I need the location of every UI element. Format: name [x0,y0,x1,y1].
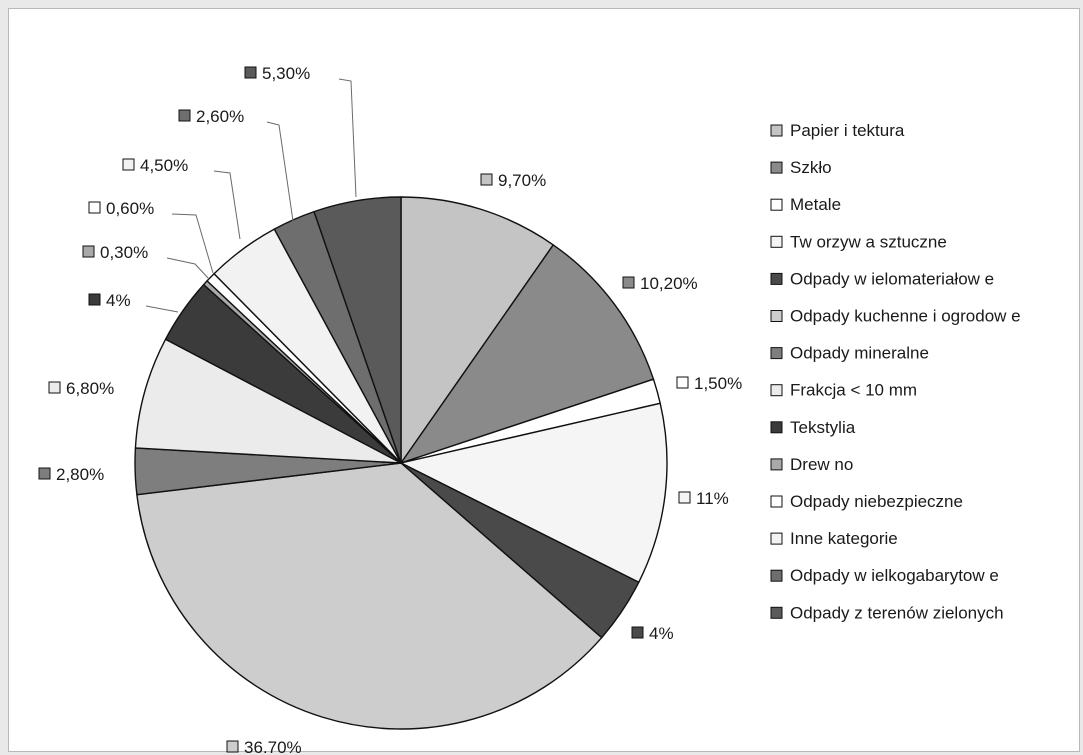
data-label-odpady-wielomaterialowe: 4% [649,624,674,643]
legend-swatch-odpady-z-terenow-zielonych [770,606,783,619]
slice-frakcja-10-mm [134,338,402,464]
legend-label-odpady-kuchenne-i-ogrodowe: Odpady kuchenne i ogrodow e [790,307,1021,326]
legend-swatch-odpady-wielkogabarytowe [770,569,783,582]
legend-label-tworzywa-sztuczne: Tw orzyw a sztuczne [790,232,947,251]
leader-line-odpady-z-terenow-zielonych [338,78,357,198]
legend-label-frakcja-10-mm: Frakcja < 10 mm [790,381,917,400]
data-label-papier-i-tektura: 9,70% [498,171,546,190]
legend-label-odpady-niebezpieczne: Odpady niebezpieczne [790,492,963,511]
data-label-marker-odpady-wielkogabarytowe [178,109,191,122]
data-label-marker-szklo [622,276,635,289]
legend-label-odpady-wielkogabarytowe: Odpady w ielkogabarytow e [790,566,999,585]
data-label-marker-odpady-z-terenow-zielonych [244,66,257,79]
legend-swatch-inne-kategorie [770,532,783,545]
data-label-marker-tworzywa-sztuczne [678,491,691,504]
leader-lines [145,78,357,313]
data-label-szklo: 10,20% [640,274,698,293]
legend-swatch-tekstylia [770,421,783,434]
leader-line-drewno [166,257,210,280]
data-label-frakcja-10-mm: 6,80% [66,379,114,398]
data-label-marker-frakcja-10-mm [48,381,61,394]
legend-swatch-frakcja-10-mm [770,384,783,397]
legend-label-odpady-mineralne: Odpady mineralne [790,344,929,363]
data-label-odpady-wielkogabarytowe: 2,60% [196,107,244,126]
slices-layer [134,196,668,730]
legend: Papier i tektura Szkło Metale Tw orzyw a sz… [770,121,1021,622]
data-label-odpady-z-terenow-zielonych: 5,30% [262,64,310,83]
data-label-marker-odpady-kuchenne-i-ogrodowe [226,740,239,753]
legend-label-metale: Metale [790,195,841,214]
slice-odpady-kuchenne-i-ogrodowe [136,462,603,730]
leader-line-tekstylia [145,305,179,313]
chart-frame: 9,70% 10,20% 1,50% 11% 4% 36,70% 2,80% 6,80% 4% 0… [8,8,1080,753]
data-label-marker-inne-kategorie [122,158,135,171]
legend-label-szklo: Szkło [790,158,832,177]
pie-chart: 9,70% 10,20% 1,50% 11% 4% 36,70% 2,80% 6,80% 4% 0… [38,64,1021,753]
data-label-odpady-kuchenne-i-ogrodowe: 36,70% [244,738,302,753]
legend-swatch-tworzywa-sztuczne [770,235,783,248]
data-label-marker-odpady-niebezpieczne [88,201,101,214]
legend-label-papier-i-tektura: Papier i tektura [790,121,905,140]
legend-label-tekstylia: Tekstylia [790,418,856,437]
slice-tworzywa-sztuczne [400,402,668,583]
data-labels: 9,70% 10,20% 1,50% 11% 4% 36,70% 2,80% 6,80% 4% 0… [38,64,742,753]
legend-swatch-metale [770,198,783,211]
leader-line-odpady-wielkogabarytowe [266,121,294,222]
data-label-metale: 1,50% [694,374,742,393]
legend-swatch-odpady-mineralne [770,347,783,360]
slice-papier-i-tektura [400,196,554,464]
data-label-marker-odpady-wielomaterialowe [631,626,644,639]
legend-label-inne-kategorie: Inne kategorie [790,529,898,548]
data-label-tekstylia: 4% [106,291,131,310]
data-label-odpady-mineralne: 2,80% [56,465,104,484]
data-label-tworzywa-sztuczne: 11% [696,489,729,508]
legend-label-odpady-wielomaterialowe: Odpady w ielomateriałow e [790,269,994,288]
data-label-marker-odpady-mineralne [38,467,51,480]
data-label-marker-papier-i-tektura [480,173,493,186]
legend-swatch-drewno [770,458,783,471]
leader-line-inne-kategorie [213,170,241,240]
data-label-marker-tekstylia [88,293,101,306]
slice-odpady-z-terenow-zielonych [313,196,402,464]
legend-swatch-odpady-wielomaterialowe [770,272,783,285]
legend-label-odpady-z-terenow-zielonych: Odpady z terenów zielonych [790,603,1004,622]
data-label-inne-kategorie: 4,50% [140,156,188,175]
data-label-drewno: 0,30% [100,243,148,262]
slice-szklo [400,244,655,464]
data-label-odpady-niebezpieczne: 0,60% [106,199,154,218]
legend-swatch-papier-i-tektura [770,124,783,137]
data-label-marker-drewno [82,245,95,258]
legend-swatch-szklo [770,161,783,174]
legend-swatch-odpady-niebezpieczne [770,495,783,508]
leader-line-odpady-niebezpieczne [171,213,214,274]
legend-label-drewno: Drew no [790,455,853,474]
legend-swatch-odpady-kuchenne-i-ogrodowe [770,310,783,322]
data-label-marker-metale [676,376,689,389]
